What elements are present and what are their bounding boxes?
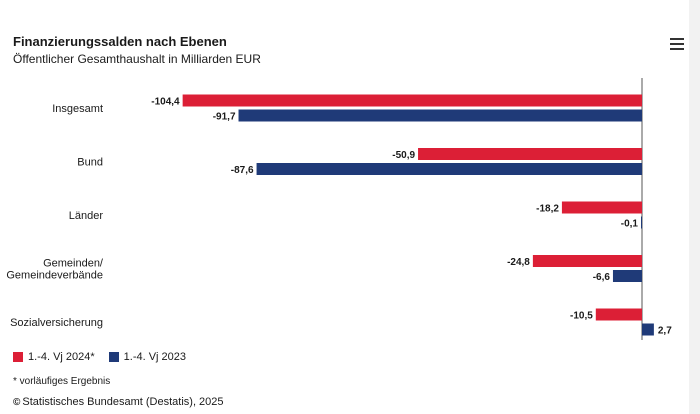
category-label: Gemeinden/Gemeindeverbände: [6, 258, 104, 282]
bar-2023[interactable]: [642, 323, 654, 336]
scrollbar[interactable]: [689, 0, 700, 414]
data-label: -10,5: [570, 311, 593, 322]
bar-2024[interactable]: [418, 148, 642, 160]
legend: 1.-4. Vj 2024* 1.-4. Vj 2023: [13, 351, 186, 363]
bar-2024[interactable]: [561, 201, 642, 214]
data-label: -50,9: [392, 150, 415, 161]
category-label: Sozialversicherung: [10, 317, 103, 329]
category-label: Insgesamt: [52, 103, 103, 115]
bar-2024[interactable]: [595, 308, 642, 321]
legend-label-2023: 1.-4. Vj 2023: [123, 351, 187, 363]
data-label: -104,4: [151, 97, 180, 108]
category-label: Länder: [69, 210, 104, 222]
bar-2024[interactable]: [532, 255, 642, 267]
legend-swatch-2023: [108, 352, 119, 362]
bar-2023[interactable]: [238, 109, 642, 122]
bar-chart: Insgesamt -104,4 -91,7 Bund -50,9 -87,6 Länder…: [6, 78, 672, 340]
chart-subtitle: Öffentlicher Gesamthaushalt in Milliarde…: [13, 52, 261, 66]
legend-item-2024[interactable]: 1.-4. Vj 2024*: [13, 351, 95, 363]
bar-2024[interactable]: [182, 94, 642, 107]
legend-item-2023[interactable]: 1.-4. Vj 2023: [108, 351, 187, 363]
bar-2023[interactable]: [641, 216, 642, 229]
bar-2023[interactable]: [612, 270, 642, 282]
hamburger-menu-icon[interactable]: [670, 38, 684, 50]
legend-swatch-2024: [13, 352, 23, 362]
destatis-logo-icon: ©: [13, 396, 21, 408]
chart-title: Finanzierungssalden nach Ebenen: [13, 34, 227, 49]
footnote: * vorläufiges Ergebnis: [13, 376, 111, 387]
data-label: -6,6: [593, 272, 611, 283]
data-label: -87,6: [231, 165, 254, 176]
source-credit: © Statistisches Bundesamt (Destatis), 20…: [13, 396, 224, 408]
data-label: -91,7: [213, 112, 236, 123]
data-label: -18,2: [536, 204, 559, 215]
category-label: Bund: [77, 157, 103, 169]
bar-2023[interactable]: [256, 163, 642, 175]
data-label: -0,1: [621, 219, 639, 230]
source-text: Statistisches Bundesamt (Destatis), 2025: [22, 396, 224, 408]
data-label: -24,8: [507, 257, 530, 268]
data-label: 2,7: [658, 326, 672, 337]
legend-label-2024: 1.-4. Vj 2024*: [28, 351, 95, 363]
